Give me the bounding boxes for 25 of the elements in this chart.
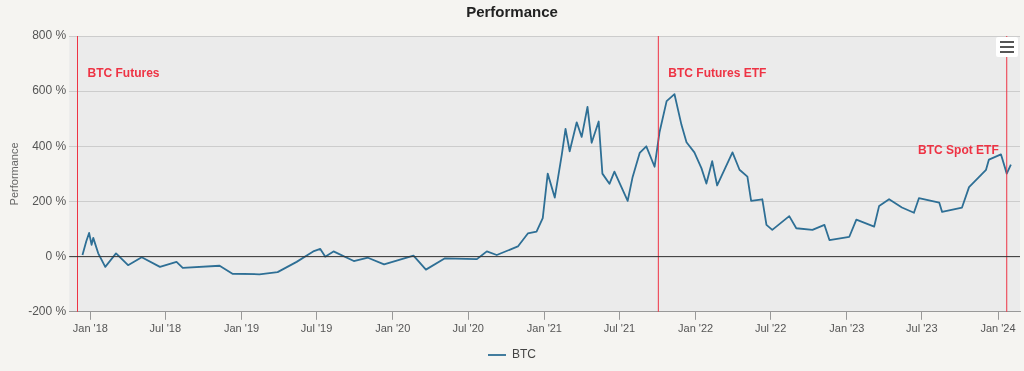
x-tick-label: Jan '24	[980, 322, 1016, 335]
x-tick-label: Jul '20	[452, 322, 484, 335]
y-tick-label: 800 %	[32, 28, 67, 43]
x-tick-label: Jan '18	[72, 322, 108, 335]
y-tick-label: 200 %	[32, 193, 67, 208]
chart-title: Performance	[466, 3, 558, 21]
y-tick-label: 400 %	[32, 138, 67, 153]
ref-line-label: BTC Spot ETF	[918, 143, 999, 158]
y-axis-title: Performance	[7, 142, 20, 206]
y-tick-label: 600 %	[32, 83, 67, 98]
ref-line-label: BTC Futures	[87, 66, 160, 81]
x-tick-label: Jan '19	[223, 322, 260, 335]
x-tick-label: Jul '23	[906, 322, 938, 335]
x-tick-label: Jan '21	[526, 322, 562, 335]
x-tick-label: Jul '22	[754, 322, 787, 335]
x-tick-label: Jul '19	[300, 322, 333, 335]
legend-label: BTC	[512, 347, 537, 362]
ref-line-label: BTC Futures ETF	[668, 66, 767, 81]
y-tick-label: 0 %	[45, 248, 67, 263]
x-tick-label: Jan '22	[678, 322, 714, 335]
x-tick-label: Jul '21	[603, 322, 636, 335]
x-tick-label: Jul '18	[149, 322, 182, 335]
x-tick-label: Jan '20	[375, 322, 411, 335]
x-tick-label: Jan '23	[829, 322, 865, 335]
y-tick-label: -200 %	[28, 304, 67, 319]
